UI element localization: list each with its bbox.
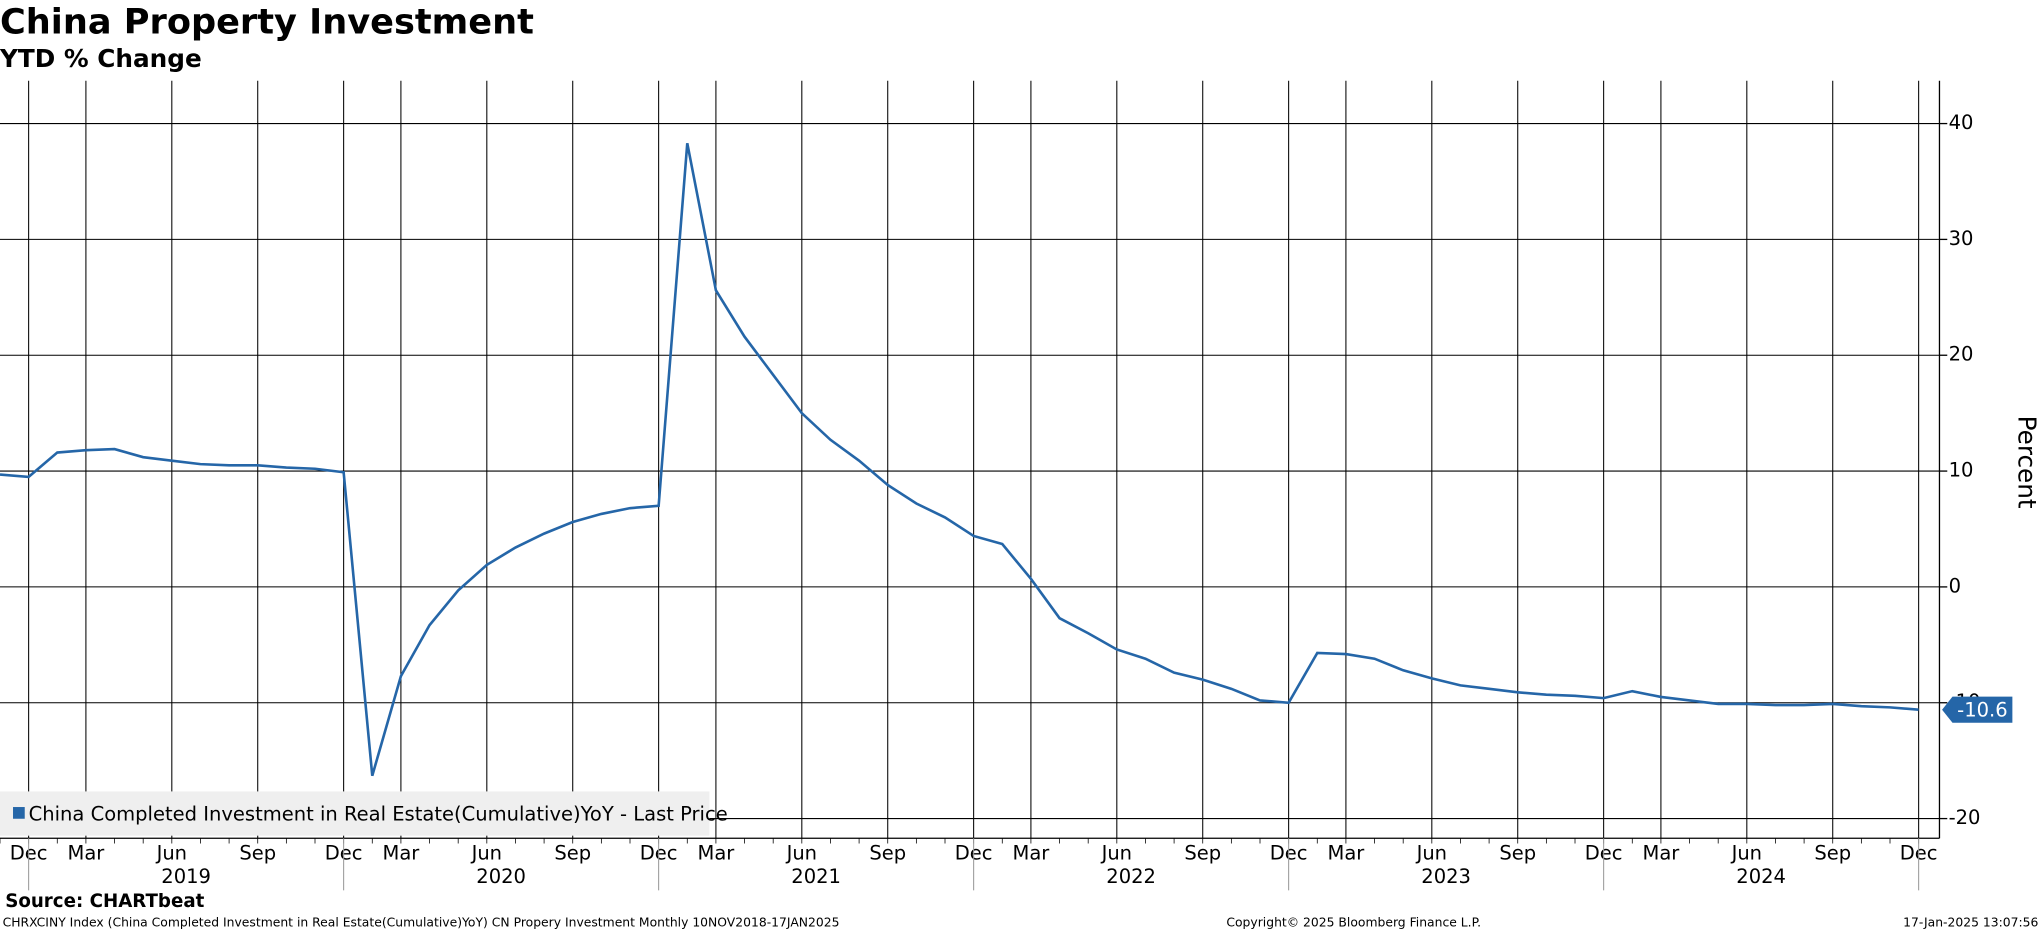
x-tick-label: Mar [67, 841, 105, 864]
x-tick-label: Sep [554, 841, 591, 864]
x-tick-label: Mar [1643, 841, 1681, 864]
x-tick-label: Jun [1415, 841, 1448, 864]
last-value-label: -10.6 [1957, 698, 2008, 721]
x-tick-label: Jun [785, 841, 818, 864]
x-tick-label: Sep [1499, 841, 1536, 864]
year-label: 2021 [791, 865, 841, 888]
footer-right: 17-Jan-2025 13:07:56 [1903, 915, 2038, 929]
line-series [0, 143, 1919, 777]
x-tick-label: Jun [470, 841, 503, 864]
chart-subtitle: YTD % Change [0, 44, 202, 73]
y-tick-label: 0 [1949, 574, 1961, 597]
x-tick-label: Mar [1012, 841, 1050, 864]
year-label: 2019 [161, 865, 211, 888]
source: Source: CHARTbeat [5, 891, 204, 912]
y-axis-label: Percent [2012, 416, 2041, 509]
x-tick-label: Mar [697, 841, 735, 864]
x-tick-label: Mar [1328, 841, 1366, 864]
x-tick-label: Mar [382, 841, 420, 864]
y-tick-label: -20 [1949, 806, 1981, 829]
year-label: 2022 [1106, 865, 1156, 888]
x-tick-label: Jun [1100, 841, 1133, 864]
year-label: 2023 [1421, 865, 1471, 888]
year-label: 2024 [1736, 865, 1786, 888]
chart-title: China Property Investment [0, 1, 534, 42]
legend-box [0, 791, 710, 836]
x-tick-label: Sep [239, 841, 276, 864]
last-value-tag [1942, 696, 2013, 723]
legend-label: China Completed Investment in Real Estat… [29, 802, 728, 825]
x-tick-label: Jun [1730, 841, 1762, 864]
legend-swatch [13, 807, 25, 819]
y-tick-label: 30 [1949, 227, 1974, 250]
footer-left: CHRXCINY Index (China Completed Investme… [3, 915, 840, 929]
y-tick-label: 20 [1949, 343, 1974, 366]
footer-center: Copyright© 2025 Bloomberg Finance L.P. [1226, 915, 1481, 929]
x-tick-label: Sep [1814, 841, 1851, 864]
x-tick-label: Sep [1184, 841, 1221, 864]
x-tick-label: Sep [869, 841, 906, 864]
y-tick-label: 10 [1949, 459, 1974, 482]
y-tick-label: 40 [1949, 111, 1974, 134]
year-label: 2020 [476, 865, 526, 888]
x-tick-label: Jun [155, 841, 188, 864]
